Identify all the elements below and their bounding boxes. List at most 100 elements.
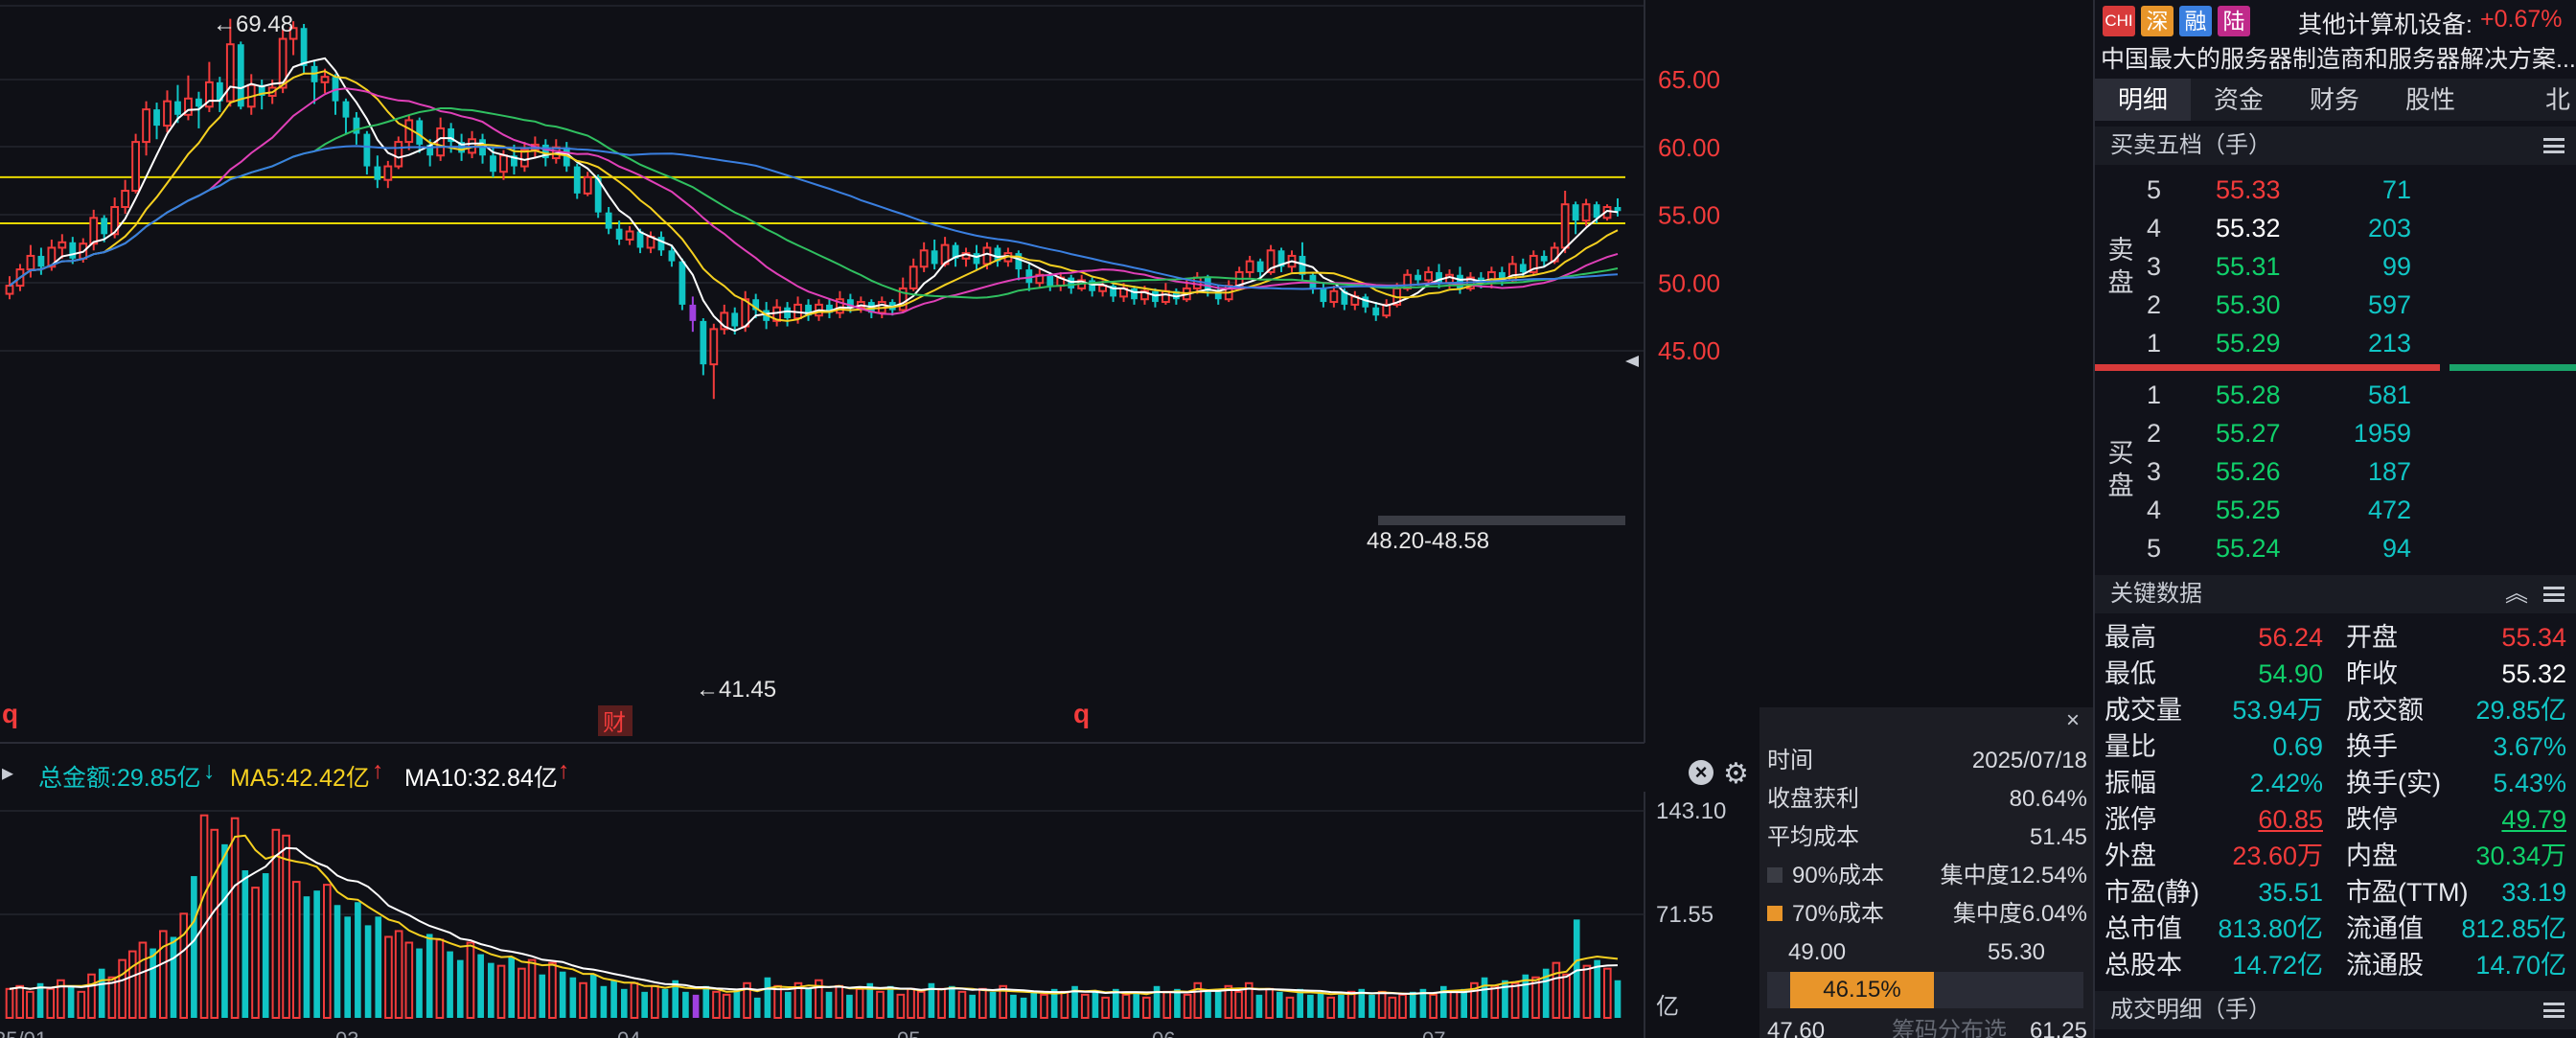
candle-body[interactable] (700, 320, 707, 365)
volume-bar[interactable] (815, 979, 823, 1019)
candle-body[interactable] (184, 97, 193, 116)
volume-bar[interactable] (1174, 988, 1181, 1018)
candle-body[interactable] (511, 155, 518, 167)
volume-bar[interactable] (230, 817, 240, 1019)
level-price[interactable]: 55.29 (2216, 329, 2281, 358)
volume-bar[interactable] (150, 948, 156, 1018)
volume-bar[interactable] (1101, 996, 1110, 1019)
tag-chi[interactable]: CHI (2103, 6, 2135, 36)
volume-bar[interactable] (1552, 961, 1561, 1019)
volume-bar[interactable] (733, 988, 741, 1018)
candle-body[interactable] (499, 154, 508, 173)
candle-body[interactable] (26, 254, 35, 271)
orderbook-row[interactable]: 3 55.31 99 (2147, 247, 2576, 286)
volume-bar[interactable] (344, 916, 352, 1018)
volume-bar[interactable] (518, 967, 526, 1019)
volume-bar[interactable] (1040, 993, 1048, 1020)
candle-body[interactable] (973, 253, 980, 265)
candle-body[interactable] (573, 166, 581, 194)
volume-bar[interactable] (118, 958, 126, 1019)
volume-bar[interactable] (5, 987, 14, 1020)
candle-body[interactable] (1152, 290, 1159, 303)
candle-body[interactable] (1540, 255, 1548, 262)
volume-bar[interactable] (26, 990, 34, 1019)
volume-bar[interactable] (1121, 993, 1131, 1020)
candle-body[interactable] (594, 176, 602, 213)
candle-body[interactable] (615, 228, 623, 240)
orderbook-row[interactable]: 5 55.24 94 (2147, 529, 2576, 567)
candle-body[interactable] (1519, 264, 1527, 272)
candle-body[interactable] (37, 255, 45, 267)
candle-body[interactable] (952, 244, 959, 259)
volume-bar[interactable] (1071, 985, 1078, 1018)
volume-bar[interactable] (394, 930, 403, 1019)
candle-body[interactable] (47, 246, 57, 268)
candle-body[interactable] (204, 81, 214, 108)
candle-body[interactable] (1204, 277, 1211, 291)
volume-bar[interactable] (1285, 996, 1295, 1019)
volume-bar[interactable] (866, 982, 874, 1018)
candle-body[interactable] (1498, 271, 1506, 281)
candle-body[interactable] (1593, 204, 1600, 219)
collapse-icon[interactable]: ︽ (2505, 581, 2528, 607)
candle-body[interactable] (919, 249, 929, 268)
candle-body[interactable] (1529, 254, 1538, 273)
candle-body[interactable] (689, 304, 697, 321)
orderbook-row[interactable]: 2 55.30 597 (2147, 286, 2576, 324)
volume-bar[interactable] (1346, 990, 1356, 1019)
candle-body[interactable] (1256, 261, 1264, 272)
candle-body[interactable] (583, 175, 592, 195)
volume-bar[interactable] (1368, 994, 1375, 1018)
volume-bar[interactable] (416, 948, 423, 1018)
volume-bar[interactable] (916, 990, 926, 1019)
volume-bar[interactable] (1460, 988, 1467, 1018)
volume-bar[interactable] (1522, 974, 1530, 1018)
volume-bar[interactable] (969, 994, 976, 1018)
volume-bar[interactable] (589, 974, 597, 1018)
volume-bar[interactable] (375, 916, 382, 1018)
candle-body[interactable] (1089, 280, 1096, 291)
menu-icon[interactable] (2543, 587, 2564, 602)
volume-bar[interactable] (1338, 994, 1345, 1018)
candle-body[interactable] (1372, 307, 1380, 316)
volume-bar[interactable] (1449, 990, 1459, 1019)
volume-bar[interactable] (1080, 993, 1090, 1020)
candle-body[interactable] (225, 43, 235, 103)
volume-bar[interactable] (743, 981, 751, 1020)
candle-body[interactable] (898, 287, 908, 311)
volume-bar[interactable] (1276, 991, 1283, 1018)
volume-bar[interactable] (692, 994, 700, 1018)
candle-body[interactable] (657, 237, 665, 251)
volume-bar[interactable] (466, 941, 475, 1019)
candle-body[interactable] (490, 155, 496, 173)
volume-bar[interactable] (999, 984, 1008, 1019)
volume-bar[interactable] (1142, 996, 1151, 1019)
volume-bar[interactable] (271, 828, 281, 1019)
volume-bar[interactable] (199, 814, 209, 1019)
candle-body[interactable] (1382, 303, 1392, 317)
candle-body[interactable] (300, 28, 308, 66)
candle-body[interactable] (121, 190, 130, 209)
volume-bar[interactable] (1193, 981, 1203, 1020)
volume-bar[interactable] (1481, 977, 1488, 1018)
volume-bar[interactable] (1214, 988, 1222, 1018)
candle-body[interactable] (1277, 250, 1285, 267)
orderbook-row[interactable]: 5 55.33 71 (2147, 171, 2576, 209)
volume-bar[interactable] (1377, 990, 1387, 1019)
candle-body[interactable] (353, 117, 360, 134)
volume-bar[interactable] (794, 981, 803, 1020)
candle-body[interactable] (1341, 290, 1348, 305)
volume-bar[interactable] (1409, 991, 1416, 1018)
level-price[interactable]: 55.24 (2216, 534, 2281, 563)
candle-body[interactable] (448, 127, 455, 143)
volume-bar[interactable] (928, 982, 935, 1018)
candle-body[interactable] (153, 109, 160, 127)
volume-bar[interactable] (1531, 976, 1540, 1020)
menu-icon[interactable] (2543, 1003, 2564, 1018)
volume-bar[interactable] (661, 988, 669, 1018)
volume-bar[interactable] (435, 938, 445, 1020)
candle-body[interactable] (1299, 255, 1306, 275)
volume-bar[interactable] (1470, 981, 1479, 1020)
volume-bar[interactable] (896, 993, 906, 1020)
candle-body[interactable] (383, 165, 393, 181)
